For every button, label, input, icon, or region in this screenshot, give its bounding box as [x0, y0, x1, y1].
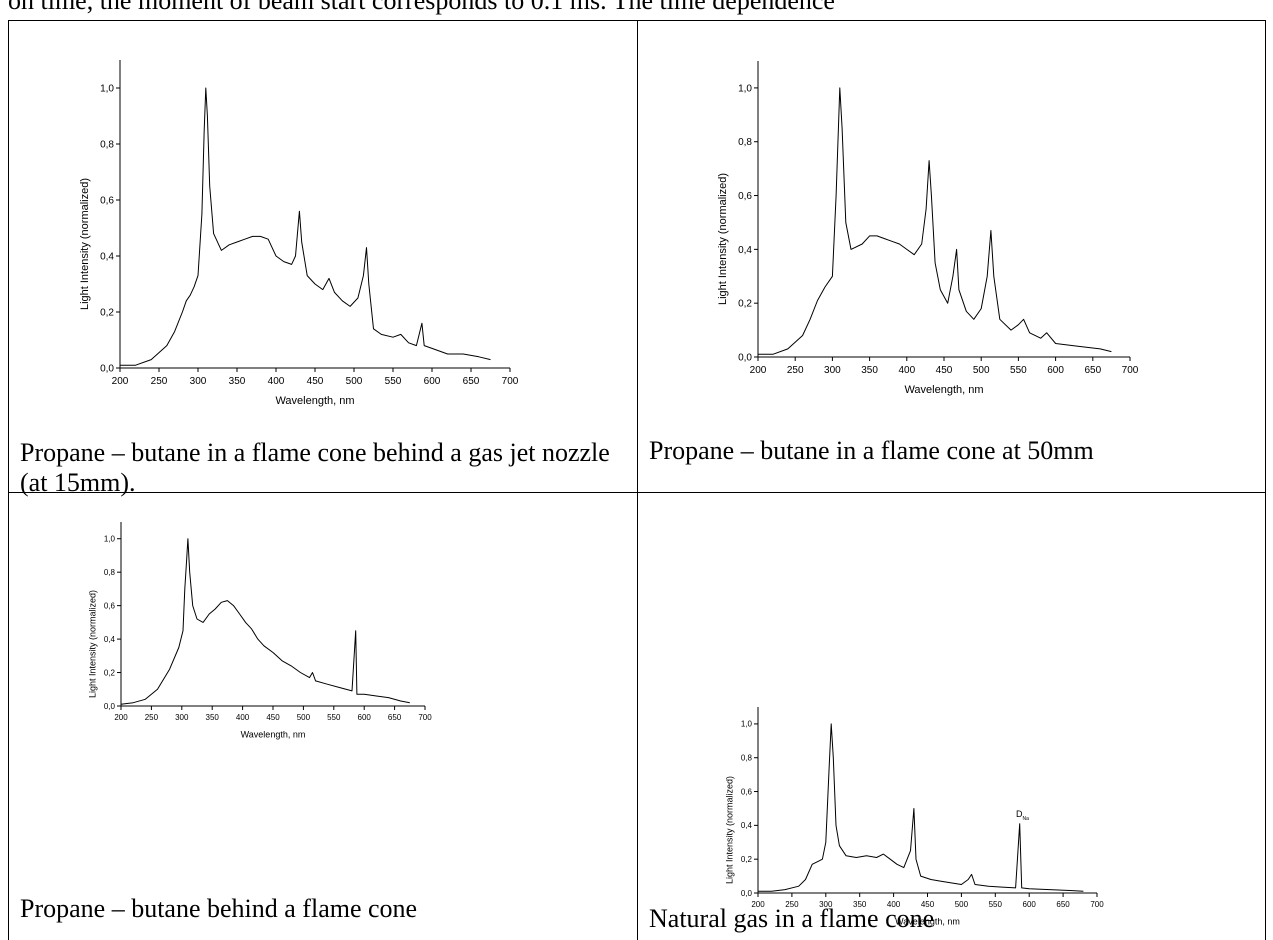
- y-tick-label: 0,4: [100, 252, 114, 263]
- x-tick-label: 500: [346, 376, 363, 387]
- x-tick-label: 500: [955, 900, 969, 909]
- annotation-subscript: Na: [1022, 816, 1029, 822]
- x-tick-label: 250: [151, 376, 168, 387]
- x-tick-label: 350: [229, 376, 246, 387]
- y-tick-label: 0,6: [100, 196, 114, 207]
- x-tick-label: 250: [785, 900, 799, 909]
- caption: Propane – butane in a flame cone at 50mm: [649, 436, 1094, 465]
- x-tick-label: 350: [861, 365, 878, 376]
- x-tick-label: 200: [112, 376, 129, 387]
- x-tick-label: 700: [1122, 365, 1139, 376]
- caption: Natural gas in a flame cone: [649, 904, 935, 933]
- x-tick-label: 300: [824, 365, 841, 376]
- x-tick-label: 350: [853, 900, 867, 909]
- x-tick-label: 450: [921, 900, 935, 909]
- x-tick-label: 400: [236, 713, 250, 722]
- y-axis-label: Light Intensity (normalized): [87, 590, 97, 698]
- y-tick-label: 0,8: [104, 568, 116, 577]
- y-tick-label: 0,2: [738, 299, 752, 310]
- y-tick-label: 1,0: [104, 535, 116, 544]
- y-axis-label: Light Intensity (normalized): [717, 173, 729, 305]
- y-tick-label: 1,0: [741, 720, 753, 729]
- x-tick-label: 300: [175, 713, 189, 722]
- annotation: DNa: [1016, 809, 1029, 822]
- y-axis-label: Light Intensity (normalized): [724, 776, 734, 884]
- x-tick-label: 200: [114, 713, 128, 722]
- x-tick-label: 650: [388, 713, 402, 722]
- y-axis-label: Light Intensity (normalized): [79, 178, 91, 310]
- y-tick-label: 0,6: [738, 191, 752, 202]
- x-tick-label: 450: [936, 365, 953, 376]
- x-axis-label: Wavelength, nm: [275, 395, 354, 407]
- y-tick-label: 1,0: [738, 83, 752, 94]
- x-tick-label: 300: [190, 376, 207, 387]
- y-tick-label: 0,0: [741, 889, 753, 898]
- x-tick-label: 250: [787, 365, 804, 376]
- x-tick-label: 550: [989, 900, 1003, 909]
- y-tick-label: 1,0: [100, 84, 114, 95]
- x-tick-label: 500: [973, 365, 990, 376]
- x-tick-label: 350: [206, 713, 220, 722]
- x-tick-label: 550: [327, 713, 341, 722]
- y-tick-label: 0,0: [100, 364, 114, 375]
- x-tick-label: 200: [750, 365, 767, 376]
- x-tick-label: 700: [502, 376, 519, 387]
- spectrum-line: [758, 723, 1084, 892]
- x-axis-label: Wavelength, nm: [904, 384, 983, 396]
- y-tick-label: 0,2: [100, 308, 114, 319]
- table-border: [8, 492, 1266, 493]
- body-text: on time, the moment of beam start corres…: [8, 0, 835, 15]
- table-border: [1265, 20, 1266, 940]
- spectrum-line: [120, 538, 410, 705]
- x-tick-label: 600: [1047, 365, 1064, 376]
- y-tick-label: 0,4: [738, 245, 752, 256]
- y-tick-label: 0,2: [741, 855, 753, 864]
- x-tick-label: 250: [145, 713, 159, 722]
- annotation-text: D: [1016, 809, 1023, 819]
- y-tick-label: 0,4: [104, 635, 116, 644]
- y-tick-label: 0,2: [104, 668, 116, 677]
- x-tick-label: 500: [297, 713, 311, 722]
- x-axis-label: Wavelength, nm: [241, 730, 306, 740]
- spectrum-line: [120, 87, 491, 366]
- table-border: [637, 20, 638, 940]
- x-tick-label: 200: [751, 900, 765, 909]
- x-tick-label: 650: [1056, 900, 1070, 909]
- x-tick-label: 700: [418, 713, 432, 722]
- y-tick-label: 0,6: [104, 601, 116, 610]
- x-tick-label: 400: [887, 900, 901, 909]
- x-tick-label: 450: [266, 713, 280, 722]
- y-tick-label: 0,4: [741, 821, 753, 830]
- y-tick-label: 0,6: [741, 787, 753, 796]
- x-tick-label: 300: [819, 900, 833, 909]
- y-tick-label: 0,8: [738, 137, 752, 148]
- x-tick-label: 600: [424, 376, 441, 387]
- y-tick-label: 0,0: [104, 702, 116, 711]
- x-tick-label: 400: [898, 365, 915, 376]
- x-tick-label: 600: [1023, 900, 1037, 909]
- caption: Propane – butane behind a flame cone: [20, 894, 418, 923]
- y-tick-label: 0,0: [738, 353, 752, 364]
- spectrum-line: [758, 87, 1112, 355]
- x-tick-label: 600: [358, 713, 372, 722]
- y-tick-label: 0,8: [741, 754, 753, 763]
- x-tick-label: 650: [1084, 365, 1101, 376]
- x-tick-label: 550: [1010, 365, 1027, 376]
- x-axis-label: Wavelength, nm: [895, 917, 960, 927]
- x-tick-label: 550: [385, 376, 402, 387]
- x-tick-label: 400: [268, 376, 285, 387]
- x-tick-label: 700: [1090, 900, 1104, 909]
- caption: Propane – butane in a flame cone behind …: [20, 438, 610, 497]
- x-tick-label: 450: [307, 376, 324, 387]
- x-tick-label: 650: [463, 376, 480, 387]
- y-tick-label: 0,8: [100, 140, 114, 151]
- table-border: [8, 20, 9, 940]
